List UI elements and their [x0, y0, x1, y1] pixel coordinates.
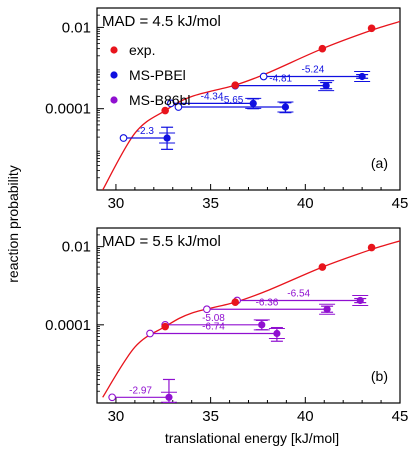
- shifted-point-marker: [167, 99, 175, 108]
- fit-curve: [102, 240, 400, 398]
- calc-point-marker: [165, 393, 173, 401]
- calc-point-marker: [358, 72, 366, 81]
- shifted-point-marker: [146, 329, 154, 338]
- exp-point-marker: [231, 81, 240, 89]
- shift-value-label: -6.54: [287, 288, 310, 299]
- calc-point-marker: [281, 103, 290, 111]
- mad-text: MAD = 4.5 kJ/mol: [102, 13, 221, 30]
- legend-marker: [110, 71, 118, 79]
- shifted-point-marker: [174, 103, 183, 111]
- y-tick-label: 0.0001: [45, 101, 91, 118]
- y-tick-label: 0.0001: [45, 317, 91, 334]
- shifted-point-marker: [202, 305, 211, 314]
- shift-value-label: -5.08: [202, 313, 225, 324]
- shift-value-label: -5.24: [301, 64, 324, 75]
- y-tick-label: 0.01: [62, 19, 91, 36]
- mad-text: MAD = 5.5 kJ/mol: [102, 233, 221, 250]
- x-tick-label: 35: [202, 195, 219, 212]
- exp-point-marker: [231, 298, 240, 306]
- calc-point-marker: [356, 296, 364, 305]
- shifted-point-marker: [259, 72, 268, 81]
- legend: exp. MS-PBEl MS-B86bl: [110, 42, 190, 108]
- shift-value-label: -4.34: [201, 91, 224, 102]
- shift-value-label: -2.97: [129, 385, 152, 396]
- x-tick-label: 35: [202, 408, 219, 425]
- calc-point-marker: [323, 305, 331, 313]
- shift-value-label: -4.81: [269, 74, 292, 85]
- x-tick-label: 30: [108, 408, 125, 425]
- panel-label: (b): [371, 368, 388, 384]
- shift-value-label: -2.3: [137, 126, 155, 137]
- shift-value-label: -6.74: [202, 321, 225, 332]
- shifted-point-marker: [108, 393, 116, 402]
- calc-point-marker: [258, 321, 266, 329]
- exp-point-marker: [367, 24, 376, 33]
- panel-a: 30 35 40 45 0.01 0.0001 -2.3 -4.34-5.65 -4.81 -5.…: [45, 7, 409, 212]
- x-axis-label: translational energy [kJ/mol]: [165, 430, 339, 446]
- shift-value-label: -5.65: [221, 95, 244, 106]
- x-tick-label: 45: [392, 195, 409, 212]
- plot-area: [102, 240, 400, 403]
- calc-point-marker: [249, 99, 257, 107]
- panel-label: (a): [371, 155, 388, 171]
- y-tick-label: 0.01: [62, 239, 91, 256]
- exp-point-marker: [161, 322, 169, 331]
- calc-point-marker: [273, 329, 281, 338]
- exp-point-marker: [318, 263, 327, 271]
- legend-label: exp.: [129, 42, 155, 58]
- legend-marker: [110, 96, 118, 104]
- calc-point-marker: [163, 134, 171, 142]
- shift-value-label: -6.36: [256, 297, 279, 308]
- calc-point-marker: [322, 81, 330, 90]
- plot-frame: [96, 227, 401, 404]
- legend-label: MS-B86bl: [129, 92, 190, 108]
- legend-label: MS-PBEl: [129, 67, 186, 83]
- x-tick-label: 40: [297, 195, 314, 212]
- y-axis-label: reaction probability: [5, 165, 21, 283]
- x-tick-label: 30: [108, 195, 125, 212]
- exp-point-marker: [161, 106, 169, 115]
- shifted-point-marker: [119, 134, 128, 142]
- exp-point-marker: [367, 243, 376, 252]
- exp-point-marker: [318, 44, 327, 53]
- plot-area: [102, 20, 400, 190]
- x-tick-label: 40: [297, 408, 314, 425]
- x-tick-label: 45: [392, 408, 409, 425]
- legend-marker: [110, 46, 118, 54]
- panel-b: 30 35 40 45 0.01 0.0001 -2.97 -6.74-5.08 -6.36 -6…: [45, 227, 409, 425]
